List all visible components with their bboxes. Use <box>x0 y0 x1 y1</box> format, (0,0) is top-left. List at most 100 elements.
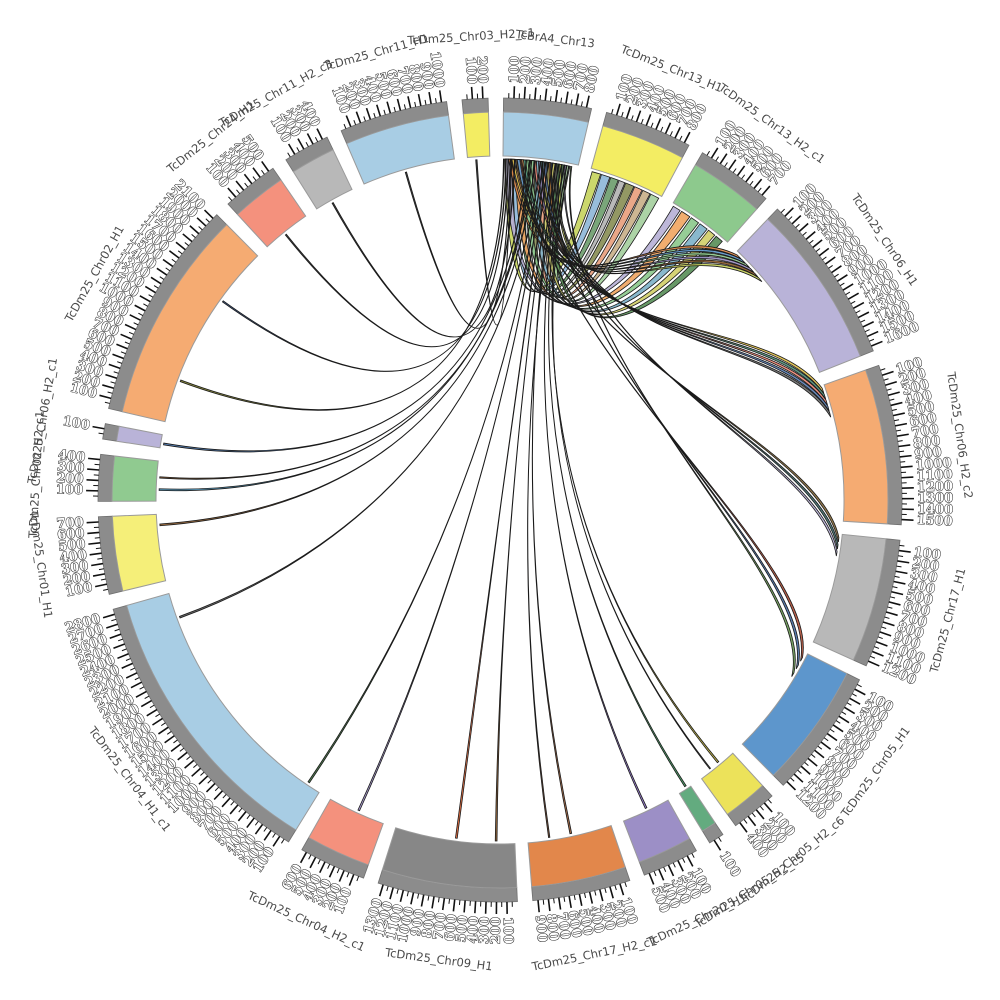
tick-mark <box>170 743 182 753</box>
tick-label: 100 <box>56 482 83 498</box>
tick-mark <box>844 706 856 715</box>
tick-mark <box>205 218 210 223</box>
tick-mark <box>117 638 124 642</box>
tick-label: 500 <box>904 588 934 609</box>
labels: 100200300400500600700800TcBrA4_Chr131002… <box>24 25 975 974</box>
tick-mark <box>897 440 903 442</box>
tick-label: 100 <box>507 56 523 84</box>
tick-label: 1200 <box>917 479 954 495</box>
tick-mark <box>761 185 771 196</box>
tick-mark <box>406 891 409 897</box>
tick-mark <box>831 265 842 274</box>
segment-TcDm25_Chr04_H1_c1 <box>125 592 320 831</box>
tick-label: 600 <box>908 411 937 431</box>
tick-mark <box>885 611 898 617</box>
tick-mark <box>375 104 382 117</box>
tick-mark <box>153 285 159 289</box>
tick-mark <box>715 156 719 162</box>
tick-mark <box>887 391 900 397</box>
tick-mark <box>98 568 105 571</box>
tick-mark <box>862 321 875 328</box>
tick-mark <box>171 258 177 263</box>
tick-mark <box>804 761 809 766</box>
synteny-ribbon <box>568 165 796 677</box>
tick-mark <box>213 790 224 801</box>
synteny-ribbon <box>531 163 573 835</box>
tick-mark <box>117 361 123 364</box>
tick-mark <box>124 341 130 345</box>
tick-mark <box>648 872 655 885</box>
tick-label: 300 <box>596 902 617 932</box>
tick-mark <box>281 838 285 844</box>
synteny-ribbon <box>548 164 687 788</box>
tick-mark <box>238 807 243 813</box>
tick-mark <box>584 892 587 899</box>
tick-label: 100 <box>64 580 94 600</box>
tick-mark <box>797 769 802 774</box>
tick-mark <box>89 552 102 556</box>
tick-mark <box>113 371 119 374</box>
tick-mark <box>124 323 137 331</box>
tick-mark <box>852 693 857 697</box>
tick-mark <box>811 753 816 758</box>
tick-mark <box>749 180 754 186</box>
tick-label: 900 <box>914 445 943 463</box>
tick-label: 100 <box>462 56 479 84</box>
segment-TcDm25_Chr06_H2_c2 <box>823 369 889 525</box>
tick-mark <box>886 388 892 391</box>
tick-mark <box>474 901 477 914</box>
tick-mark <box>143 303 148 307</box>
tick-mark <box>184 242 189 247</box>
tick-mark <box>554 89 559 102</box>
tick-mark <box>898 549 911 553</box>
tick-mark <box>481 86 484 99</box>
segment-TcDm25_Chr02_H2_c1 <box>111 455 159 502</box>
tick-mark <box>631 115 634 121</box>
tick-mark <box>653 871 657 877</box>
tick-mark <box>621 111 624 117</box>
tick-mark <box>88 542 101 545</box>
tick-mark <box>336 868 340 874</box>
tick-label: 500 <box>454 915 471 943</box>
tick-label: 1100 <box>916 467 953 484</box>
tick-label: 600 <box>443 913 461 942</box>
tick-mark <box>767 799 772 804</box>
tick-label: 1300 <box>917 491 953 506</box>
tick-mark <box>109 633 122 639</box>
tick-mark <box>114 628 120 632</box>
tick-mark <box>619 883 625 896</box>
tick-mark <box>235 180 245 191</box>
tick-mark <box>314 137 319 142</box>
tick-mark <box>134 677 140 681</box>
tick-mark <box>272 833 276 838</box>
tick-mark <box>683 131 691 144</box>
tick-mark <box>875 640 888 647</box>
tick-mark <box>102 384 115 390</box>
segment-TcDm25_Chr05_H2_c6 <box>700 752 764 816</box>
tick-mark <box>152 717 163 726</box>
tick-mark <box>414 101 417 108</box>
synteny-ribbon <box>404 158 512 329</box>
tick-mark <box>625 106 632 119</box>
tick-label: 200 <box>62 569 91 589</box>
tick-mark <box>669 131 673 137</box>
segment-TcDm25_Chr17_H1 <box>812 533 887 661</box>
tick-mark <box>677 860 684 872</box>
synteny-ribbon <box>159 160 533 480</box>
tick-mark <box>308 854 312 860</box>
tick-mark <box>898 444 911 448</box>
tick-mark <box>95 547 101 550</box>
segment-TcDm25_Chr11_H2_c3 <box>292 149 353 210</box>
tick-label: 800 <box>405 63 425 93</box>
tick-mark <box>306 133 314 145</box>
tick-mark <box>664 122 672 134</box>
tick-mark <box>759 806 764 811</box>
tick-mark <box>237 811 247 822</box>
tick-mark <box>880 368 886 371</box>
tick-mark <box>879 631 892 637</box>
tick-label: 800 <box>543 913 561 942</box>
tick-mark <box>193 763 198 769</box>
tick-mark <box>125 658 131 661</box>
tick-label: 400 <box>586 905 607 935</box>
tick-mark <box>168 250 180 259</box>
